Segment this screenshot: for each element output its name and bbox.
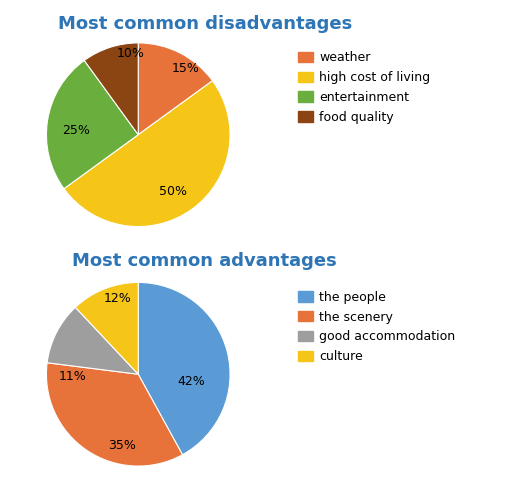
Wedge shape <box>84 43 138 135</box>
Text: 42%: 42% <box>178 375 205 388</box>
Text: 50%: 50% <box>159 185 187 198</box>
Text: 15%: 15% <box>172 62 200 75</box>
Text: 12%: 12% <box>104 292 132 305</box>
Text: 11%: 11% <box>58 370 86 383</box>
Wedge shape <box>47 307 138 374</box>
Wedge shape <box>75 282 138 374</box>
Legend: weather, high cost of living, entertainment, food quality: weather, high cost of living, entertainm… <box>293 46 435 129</box>
Wedge shape <box>64 81 230 227</box>
Legend: the people, the scenery, good accommodation, culture: the people, the scenery, good accommodat… <box>293 286 460 368</box>
Wedge shape <box>138 43 212 135</box>
Wedge shape <box>47 363 182 466</box>
Wedge shape <box>138 282 230 455</box>
Text: Most common advantages: Most common advantages <box>72 252 337 270</box>
Text: 35%: 35% <box>108 439 136 453</box>
Text: 25%: 25% <box>62 124 90 137</box>
Text: Most common disadvantages: Most common disadvantages <box>58 15 352 33</box>
Wedge shape <box>47 60 138 189</box>
Text: 10%: 10% <box>117 47 145 60</box>
